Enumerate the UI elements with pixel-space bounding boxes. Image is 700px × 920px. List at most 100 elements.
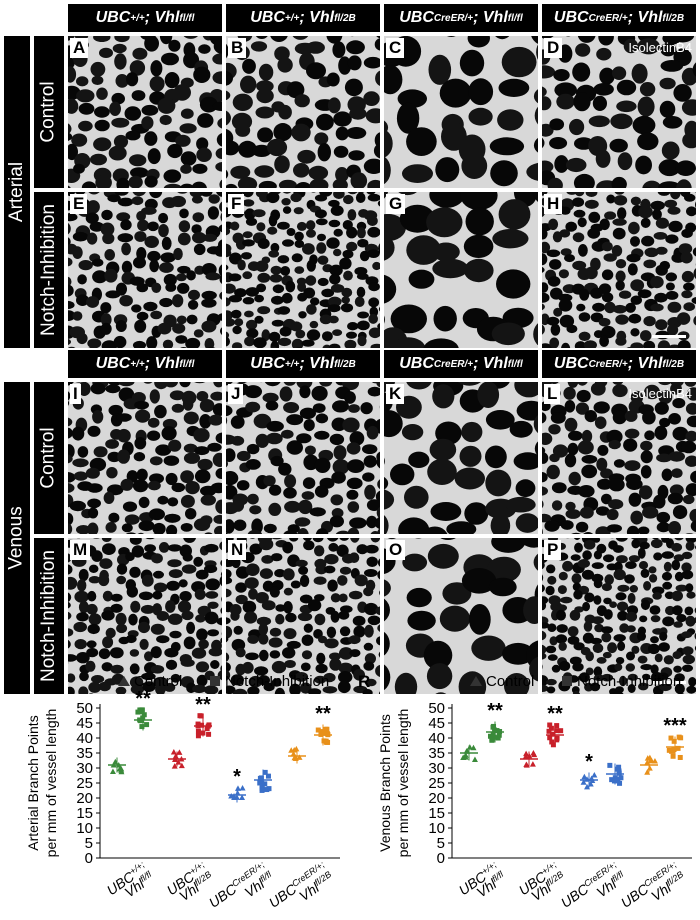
y-tick-label: 20 <box>76 790 93 807</box>
y-tick-label: 35 <box>428 745 445 762</box>
notch-point <box>554 737 560 743</box>
control-point <box>466 744 473 750</box>
notch-point <box>611 778 617 784</box>
micrograph-panel: K <box>384 382 538 534</box>
header-text: UBC <box>553 9 589 26</box>
control-point <box>531 751 538 758</box>
micrograph-panel: J <box>226 382 380 534</box>
notch-point <box>547 722 553 728</box>
notch-point <box>618 775 624 781</box>
control-point <box>523 761 530 767</box>
control-point <box>178 762 185 769</box>
notch-label-venous: Notch-Inhibition <box>34 538 64 694</box>
panel-letter: I <box>70 384 81 404</box>
x-category-label: UBCCreER/+;Vhlfl/fl <box>558 859 630 918</box>
header-text: UBC <box>95 355 131 372</box>
x-category-label: UBC+/+;Vhlfl/fl <box>104 859 158 908</box>
legend-notch-marker <box>562 676 572 686</box>
x-category-label: UBCCreER/+;Vhlfl/fl <box>206 859 278 918</box>
notch-point <box>677 754 683 760</box>
header-text: UBC <box>250 355 285 372</box>
notch-point <box>609 777 615 783</box>
legend-control-marker <box>470 676 482 686</box>
notch-point <box>195 733 201 739</box>
notch-point <box>144 722 150 728</box>
notch-point <box>617 780 623 786</box>
significance-marker: ** <box>315 703 331 725</box>
header-text: ; Vhl <box>299 355 335 372</box>
control-point <box>170 749 177 755</box>
notch-point <box>325 739 331 745</box>
column-header: UBC +/+; Vhl fl/fl <box>68 350 222 378</box>
notch-point <box>325 731 331 737</box>
notch-point <box>616 768 622 774</box>
control-point <box>291 754 298 761</box>
notch-point <box>554 728 560 734</box>
header-text: ; Vhl <box>473 355 508 372</box>
y-tick-label: 0 <box>85 850 93 867</box>
y-axis-label: per mm of vessel length <box>395 709 411 858</box>
notch-point <box>675 745 681 751</box>
x-category-label: UBC+/+;Vhlfl/fl <box>456 859 510 908</box>
panel-letter: B <box>228 38 247 58</box>
control-point <box>523 750 530 757</box>
y-tick-label: 10 <box>76 820 93 837</box>
legend-control-marker <box>118 676 130 686</box>
notch-point <box>491 734 497 740</box>
scale-bar <box>652 681 686 684</box>
graph-label-r: R <box>358 672 371 691</box>
panel-letter: K <box>386 384 405 404</box>
legend-control-label: Control <box>134 673 182 690</box>
micrograph-panel: A <box>68 36 222 188</box>
header-text: fl/2B <box>334 358 356 370</box>
y-tick-label: 25 <box>76 775 93 792</box>
control-point <box>234 785 241 791</box>
panel-letter: L <box>544 384 561 404</box>
micrograph-panel: C <box>384 36 538 188</box>
header-text: +/+ <box>130 358 145 370</box>
header-text: +/+ <box>284 358 300 370</box>
header-text: fl/2B <box>334 12 356 24</box>
y-tick-label: 15 <box>428 805 445 822</box>
significance-marker: ** <box>547 703 563 725</box>
notch-point <box>548 725 554 731</box>
y-tick-label: 40 <box>76 730 93 747</box>
control-point <box>293 745 300 752</box>
control-point <box>581 773 588 780</box>
control-point <box>529 761 536 767</box>
column-header: UBC +/+; Vhl fl/fl <box>68 4 222 32</box>
micrograph-panel: B <box>226 36 380 188</box>
notch-point <box>257 775 263 781</box>
notch-point <box>195 721 201 727</box>
panel-letter: F <box>228 194 245 214</box>
micrograph-panel: M <box>68 538 222 694</box>
notch-point <box>550 742 556 748</box>
significance-marker: * <box>233 766 241 788</box>
column-header: UBC +/+; Vhl fl/2B <box>226 350 380 378</box>
y-axis-label: per mm of vessel length <box>43 709 59 858</box>
header-text: ; Vhl <box>627 355 663 372</box>
control-point <box>109 768 116 775</box>
y-tick-label: 45 <box>428 715 445 732</box>
notch-label-arterial: Notch-Inhibition <box>34 192 64 348</box>
control-point <box>176 749 183 755</box>
stain-label: IsolectinB4 <box>628 386 692 401</box>
notch-point <box>204 725 210 731</box>
header-text: CreER/+ <box>588 358 628 370</box>
control-point <box>471 756 478 763</box>
header-text: CreER/+ <box>433 12 474 24</box>
notch-point <box>198 713 204 719</box>
header-text: ; Vhl <box>473 9 508 26</box>
panel-letter: E <box>70 194 88 214</box>
header-text: fl/fl <box>179 358 195 370</box>
notch-point <box>266 786 272 792</box>
control-point <box>580 779 587 785</box>
y-tick-label: 0 <box>437 850 445 867</box>
column-header: UBC +/+; Vhl fl/2B <box>226 4 380 32</box>
notch-point <box>549 731 555 737</box>
header-text: fl/fl <box>507 12 523 24</box>
notch-point <box>495 735 501 741</box>
panel-letter: A <box>70 38 89 58</box>
arterial-label: Arterial <box>4 36 30 348</box>
